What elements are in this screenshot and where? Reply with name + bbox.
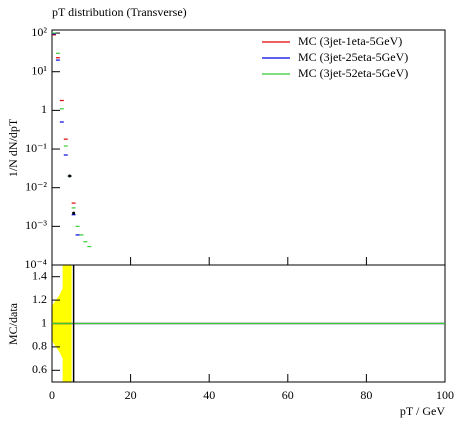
chart-title: pT distribution (Transverse) bbox=[52, 5, 187, 19]
x-tick-label: 0 bbox=[49, 388, 55, 402]
y-tick-label: 10² bbox=[31, 25, 47, 39]
x-tick-label: 80 bbox=[360, 388, 372, 402]
y-tick-label: 10⁻¹ bbox=[25, 141, 47, 155]
ratio-y-tick-label: 1 bbox=[41, 315, 47, 329]
data-point bbox=[72, 211, 76, 215]
x-axis-label: pT / GeV bbox=[400, 404, 445, 418]
ratio-axis-label: MC/data bbox=[6, 302, 20, 345]
x-tick-label: 40 bbox=[203, 388, 215, 402]
y-tick-label: 10⁻² bbox=[25, 179, 47, 193]
legend-label: MC (3jet-52eta-5GeV) bbox=[298, 66, 408, 80]
ratio-y-tick-label: 1.4 bbox=[32, 268, 47, 282]
y-tick-label: 10¹ bbox=[31, 63, 47, 77]
y-axis-label: 1/N dN/dpT bbox=[6, 118, 20, 177]
ratio-y-tick-label: 0.8 bbox=[32, 339, 47, 353]
x-tick-label: 60 bbox=[282, 388, 294, 402]
x-tick-label: 100 bbox=[436, 388, 454, 402]
y-tick-label: 10⁻⁴ bbox=[24, 257, 47, 271]
ratio-y-tick-label: 0.6 bbox=[32, 362, 47, 376]
data-point bbox=[68, 174, 72, 178]
legend-label: MC (3jet-1eta-5GeV) bbox=[298, 34, 402, 48]
x-tick-label: 20 bbox=[125, 388, 137, 402]
ratio-y-tick-label: 1.2 bbox=[32, 292, 47, 306]
legend-label: MC (3jet-25eta-5GeV) bbox=[298, 50, 408, 64]
y-tick-label: 1 bbox=[41, 102, 47, 116]
y-tick-label: 10⁻³ bbox=[25, 218, 47, 232]
